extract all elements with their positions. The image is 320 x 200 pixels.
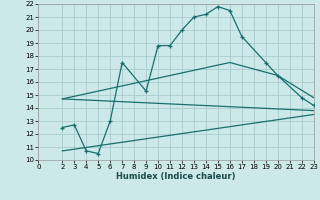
X-axis label: Humidex (Indice chaleur): Humidex (Indice chaleur) [116,172,236,181]
